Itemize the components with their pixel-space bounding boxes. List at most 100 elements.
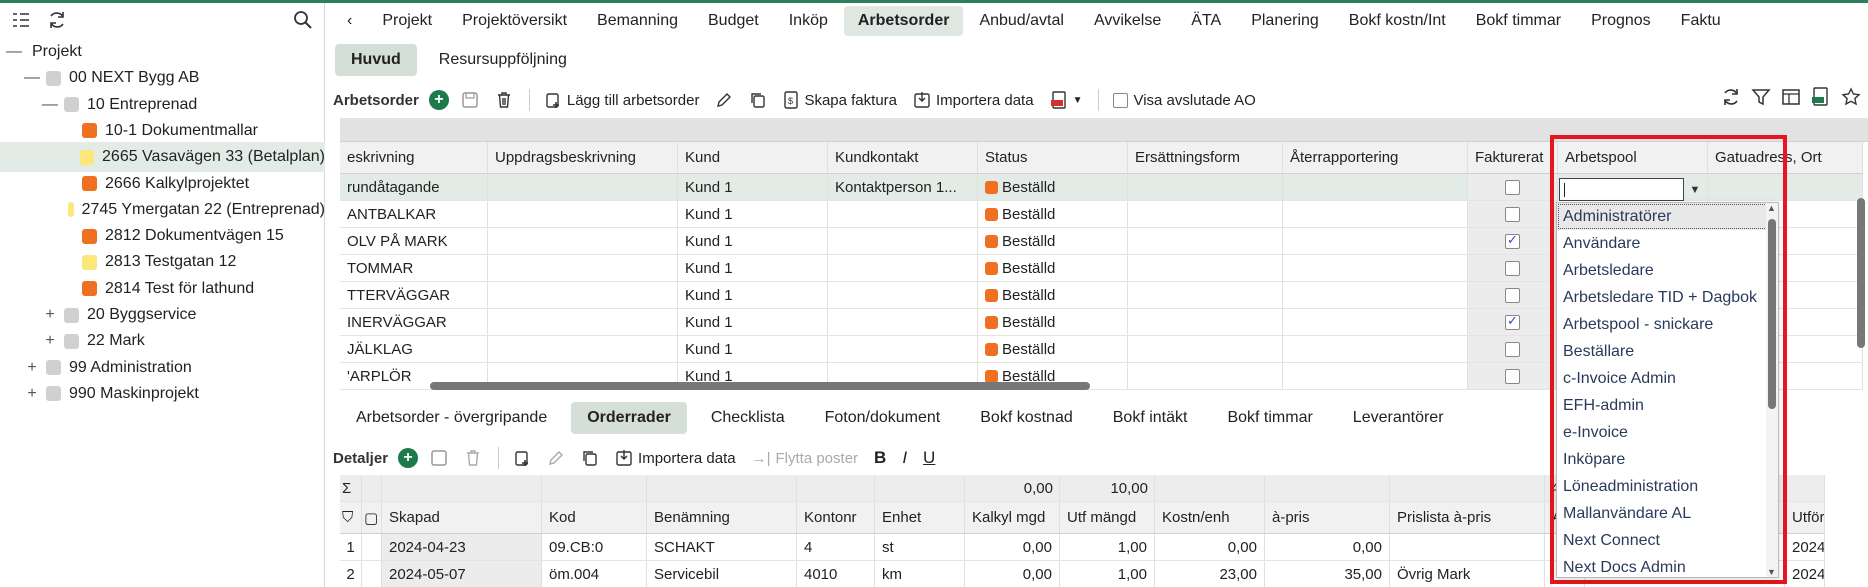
table-cell[interactable] (1468, 201, 1558, 227)
table-cell[interactable] (1390, 534, 1545, 560)
dropdown-option[interactable]: Next Docs Admin (1563, 558, 1686, 576)
columns-icon[interactable] (1780, 86, 1802, 108)
tree-item[interactable]: — 10 Entreprenad (0, 90, 325, 120)
table-row[interactable]: 2 2024-05-07 öm.004 Servicebil 4010 km 0,00 1,0… (340, 561, 1825, 587)
column-header[interactable]: Enhet (875, 502, 965, 533)
dropdown-scrollbar[interactable]: ▲ ▼ (1766, 203, 1778, 577)
scroll-up-icon[interactable]: ▲ (1767, 203, 1776, 213)
arbetspool-input[interactable] (1559, 178, 1684, 201)
edit-icon[interactable] (715, 91, 733, 109)
details-import-button[interactable]: Importera data (615, 449, 736, 467)
main-tab[interactable]: Bemanning (597, 12, 678, 29)
table-cell[interactable]: 4 (797, 534, 875, 560)
column-header[interactable]: eskrivning (340, 142, 488, 173)
main-tab[interactable]: Arbetsorder (843, 6, 964, 36)
collapse-icon[interactable]: — (6, 43, 22, 60)
dropdown-option[interactable]: e-Invoice (1563, 423, 1628, 441)
column-header[interactable]: Utf mängd (1060, 502, 1155, 533)
table-cell[interactable]: Övrig Mark (1390, 561, 1545, 587)
dropdown-option[interactable]: c-Invoice Admin (1563, 369, 1676, 387)
table-cell[interactable]: 2024-05-07 (382, 561, 542, 587)
dropdown-option[interactable]: Användare (1563, 234, 1641, 252)
table-cell[interactable]: 0,00 (1265, 534, 1390, 560)
column-header[interactable]: à-pris (1265, 502, 1390, 533)
save-icon[interactable] (430, 449, 448, 467)
dropdown-option[interactable]: Next Connect (1563, 531, 1660, 549)
table-cell[interactable]: 0,00 (1155, 534, 1265, 560)
expand-icon[interactable]: + (45, 332, 55, 350)
table-cell[interactable]: st (875, 534, 965, 560)
sub-tab[interactable]: Huvud (335, 44, 417, 76)
column-header[interactable]: Status (978, 142, 1128, 173)
table-row[interactable]: ANTBALKAR Kund 1 Beställd (340, 201, 1863, 228)
tree-item[interactable]: 2812 Dokumentvägen 15 (0, 221, 325, 251)
tree-item[interactable]: +22 Mark (0, 326, 325, 356)
column-header[interactable]: Utför (1785, 502, 1825, 533)
column-header[interactable]: Skapad (382, 502, 542, 533)
column-header[interactable]: Uppdragsbeskrivning (488, 142, 678, 173)
table-cell[interactable] (362, 561, 382, 587)
column-header[interactable]: Gatuadress, Ort (1708, 142, 1863, 173)
table-cell[interactable]: 0,00 (965, 534, 1060, 560)
edit-icon[interactable] (547, 449, 565, 467)
tabs-back-chevron-icon[interactable]: ‹ (347, 12, 353, 29)
table-cell[interactable]: 1,00 (1060, 561, 1155, 587)
tree-item[interactable]: 10-1 Dokumentmallar (0, 116, 325, 146)
refresh-icon[interactable] (46, 9, 68, 31)
main-tab[interactable]: ÄTA (1191, 12, 1222, 29)
dropdown-option[interactable]: Mallanvändare AL (1563, 504, 1692, 522)
filter-icon[interactable]: ⛉ (340, 502, 362, 533)
table-cell[interactable]: 2024-04-23 (382, 534, 542, 560)
tree-item[interactable]: 2666 Kalkylprojektet (0, 169, 325, 199)
column-header[interactable]: Återrapportering (1283, 142, 1468, 173)
filter-icon[interactable] (1750, 86, 1772, 108)
table-cell[interactable]: 1,00 (1060, 534, 1155, 560)
collapse-icon[interactable]: — (24, 69, 40, 87)
table-row[interactable]: INERVÄGGAR Kund 1 Beställd (340, 309, 1863, 336)
table-cell[interactable]: 23,00 (1155, 561, 1265, 587)
invoiced-checkbox[interactable] (1505, 232, 1520, 249)
lower-tab[interactable]: Bokf kostnad (980, 409, 1073, 426)
main-tab[interactable]: Faktu (1680, 12, 1721, 29)
table-cell[interactable] (1558, 174, 1708, 200)
table-cell[interactable] (362, 534, 382, 560)
table-cell[interactable]: 35,00 (1265, 561, 1390, 587)
tree-item[interactable]: 2745 Ymergatan 22 (Entreprenad) (0, 195, 325, 225)
star-icon[interactable] (1840, 86, 1862, 108)
table-cell[interactable] (1468, 255, 1558, 281)
invoiced-checkbox[interactable] (1505, 368, 1520, 384)
column-header[interactable]: Kundkontakt (828, 142, 978, 173)
lower-tab[interactable]: Checklista (710, 409, 785, 426)
dropdown-option[interactable]: Administratörer (1557, 203, 1778, 230)
column-header[interactable]: Benämning (647, 502, 797, 533)
pdf-export-dropdown[interactable]: ▼ (1050, 91, 1082, 109)
column-header[interactable]: Ersättningsform (1128, 142, 1283, 173)
tree-item[interactable]: 2665 Vasavägen 33 (Betalplan) (0, 142, 325, 173)
invoiced-checkbox[interactable] (1505, 287, 1520, 303)
table-cell[interactable]: Servicebil (647, 561, 797, 587)
column-header[interactable]: Kalkyl mgd (965, 502, 1060, 533)
underline-icon[interactable]: U (923, 448, 936, 467)
table-cell[interactable]: 09.CB:0 (542, 534, 647, 560)
column-header[interactable]: Kontonr (797, 502, 875, 533)
grid-horizontal-scrollbar[interactable] (345, 380, 1855, 392)
dropdown-option[interactable]: Arbetspool - snickare (1563, 315, 1714, 333)
invoiced-checkbox[interactable] (1505, 179, 1520, 195)
note-icon[interactable]: ▢ (362, 502, 382, 533)
tree-item[interactable]: 2814 Test för lathund (0, 274, 325, 304)
lower-tab[interactable]: Orderrader (571, 402, 687, 434)
column-header[interactable]: Kostn/enh (1155, 502, 1265, 533)
tree-item[interactable]: +990 Maskinprojekt (0, 379, 325, 409)
add-plus-icon[interactable]: + (398, 448, 419, 468)
bold-icon[interactable]: B (874, 448, 887, 467)
table-cell[interactable] (1468, 282, 1558, 308)
delete-icon[interactable] (464, 449, 482, 467)
table-cell[interactable]: 2024 (1785, 561, 1825, 587)
italic-icon[interactable]: I (902, 448, 908, 467)
dropdown-option[interactable]: Inköpare (1563, 450, 1626, 468)
dropdown-option[interactable]: Arbetsledare TID + Dagbok (1563, 288, 1758, 306)
main-tab[interactable]: Budget (708, 12, 759, 29)
main-tab[interactable]: Bokf kostn/Int (1348, 12, 1446, 29)
sub-tab[interactable]: Resursuppföljning (438, 51, 567, 68)
